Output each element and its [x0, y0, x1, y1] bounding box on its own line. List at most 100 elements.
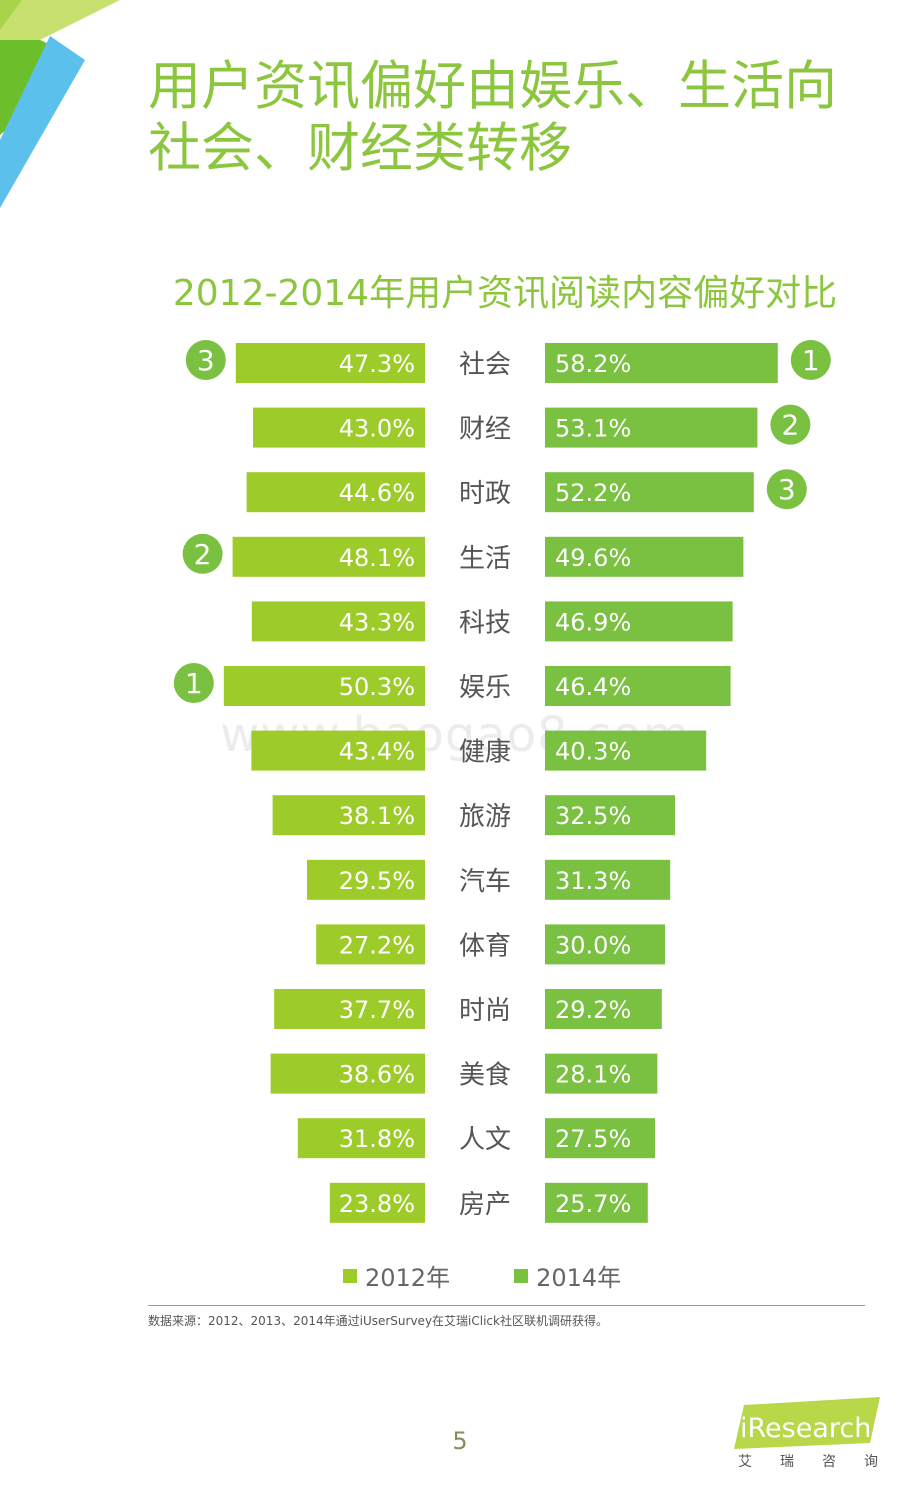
rank-badge-2012 [185, 340, 226, 380]
bar-2012 [297, 1118, 425, 1159]
bar-2014-label: 25.7% [555, 1190, 631, 1218]
rank-badge-2014-label: 2 [781, 409, 799, 442]
category-label: 科技 [459, 608, 511, 638]
category-label: 健康 [459, 738, 511, 768]
bar-2014 [545, 601, 733, 642]
logo-sub-char: 艾 [738, 1454, 752, 1470]
source-divider [148, 1305, 865, 1306]
bar-chart: 47.3% 58.2% 社会 43.0% 53.1% 财经 44.6% 52.2% 时政 48.1… [173, 340, 831, 1223]
rank-badge-2014-label: 1 [802, 344, 820, 377]
bar-2014 [545, 730, 707, 771]
bar-2014 [545, 1053, 658, 1094]
rank-badge-2014 [770, 404, 811, 445]
bar-2014-label: 32.5% [555, 802, 631, 830]
category-label: 美食 [459, 1061, 511, 1091]
bar-2014-label: 28.1% [555, 1061, 631, 1089]
legend-swatch-2012 [343, 1268, 357, 1283]
bar-2014-label: 52.2% [555, 479, 631, 507]
bar-2012-label: 23.8% [339, 1190, 415, 1218]
bar-2014-label: 27.5% [555, 1125, 631, 1153]
category-label: 房产 [459, 1190, 511, 1220]
rank-badge-2012-label: 3 [197, 344, 215, 377]
bar-2012 [270, 1053, 425, 1094]
bar-2014-label: 30.0% [555, 931, 631, 959]
iresearch-logo: iResearch [734, 1397, 880, 1449]
bar-2012-label: 27.2% [339, 931, 415, 959]
bar-2014 [545, 924, 665, 965]
bar-2012 [272, 795, 425, 836]
category-label: 人文 [459, 1125, 511, 1155]
bar-2012 [223, 666, 425, 706]
category-label: 娱乐 [459, 673, 511, 703]
bar-2012-label: 50.3% [339, 673, 415, 701]
category-label: 旅游 [459, 802, 511, 832]
category-label: 财经 [459, 415, 511, 445]
bar-2012-label: 43.4% [339, 738, 415, 766]
rank-badge-2012-label: 1 [185, 667, 203, 700]
bar-2014 [545, 1182, 648, 1223]
bar-2012 [253, 407, 425, 448]
bar-2014 [545, 1118, 655, 1159]
bar-2014-label: 40.3% [555, 738, 631, 766]
bar-2012-label: 38.1% [339, 802, 415, 830]
rank-badge-2014 [766, 469, 807, 510]
bar-2014 [545, 407, 758, 448]
bar-2014-label: 58.2% [555, 350, 631, 378]
bar-2014 [545, 343, 778, 383]
legend-item-2012: 2012年 [343, 1258, 450, 1293]
bar-2012-label: 44.6% [339, 479, 415, 507]
category-label: 社会 [459, 350, 511, 380]
logo-sub-char: 瑞 [780, 1454, 794, 1470]
bar-2012-label: 43.0% [339, 415, 415, 443]
category-label: 生活 [459, 544, 511, 574]
bar-2012 [251, 601, 425, 642]
bar-2012 [232, 536, 425, 577]
source-note: 数据来源：2012、2013、2014年通过iUserSurvey在艾瑞iCli… [148, 1314, 608, 1328]
bar-2014-label: 46.4% [555, 673, 631, 701]
page-title-line-2: 社会、财经类转移 [148, 118, 572, 179]
page-title-line-1: 用户资讯偏好由娱乐、生活向 [148, 56, 837, 117]
bar-2012 [316, 924, 425, 965]
bar-2014 [545, 989, 662, 1029]
category-label: 体育 [459, 931, 511, 961]
chart-title: 2012-2014年用户资讯阅读内容偏好对比 [172, 273, 838, 314]
bar-2012-label: 31.8% [339, 1125, 415, 1153]
chart-legend: 2012年 2014年 [343, 1258, 621, 1293]
bar-2014 [545, 536, 744, 577]
category-label: 汽车 [459, 867, 511, 897]
legend-label-2012: 2012年 [365, 1264, 451, 1292]
rank-badge-2012 [173, 663, 214, 703]
page-title: 用户资讯偏好由娱乐、生活向 社会、财经类转移 [148, 56, 868, 180]
bar-2012 [307, 859, 425, 900]
corner-decoration [0, 0, 120, 208]
bar-2012-label: 47.3% [339, 350, 415, 378]
bar-2014-label: 31.3% [555, 867, 631, 895]
bar-2014-label: 46.9% [555, 608, 631, 636]
legend-swatch-2014 [514, 1268, 529, 1283]
bar-2014 [545, 472, 754, 513]
logo-subtitle: 艾 瑞 咨 询 [738, 1451, 878, 1471]
bar-2012-label: 48.1% [339, 544, 415, 572]
page-number: 5 [452, 1427, 468, 1455]
bar-2012 [251, 730, 425, 771]
legend-item-2014: 2014年 [514, 1258, 621, 1293]
rank-badge-2012-label: 2 [194, 538, 212, 571]
bar-2014 [545, 795, 675, 836]
logo-sub-char: 询 [864, 1454, 878, 1470]
rank-badge-2014 [790, 340, 831, 380]
bar-2012-label: 43.3% [339, 608, 415, 636]
bar-2012 [246, 472, 425, 513]
bar-2012 [329, 1182, 425, 1223]
rank-badge-2014-label: 3 [778, 473, 796, 506]
logo-wordmark: iResearch [740, 1413, 871, 1444]
bar-2012-label: 29.5% [339, 867, 415, 895]
bar-2014-label: 49.6% [555, 544, 631, 572]
bar-2012 [235, 343, 425, 383]
bar-2014-label: 29.2% [555, 996, 631, 1024]
logo-sub-char: 咨 [822, 1454, 836, 1470]
rank-badge-2012 [182, 533, 223, 574]
bar-2014-label: 53.1% [555, 415, 631, 443]
category-label: 时政 [459, 479, 511, 509]
bar-2012-label: 37.7% [339, 996, 415, 1024]
legend-label-2014: 2014年 [536, 1264, 622, 1292]
